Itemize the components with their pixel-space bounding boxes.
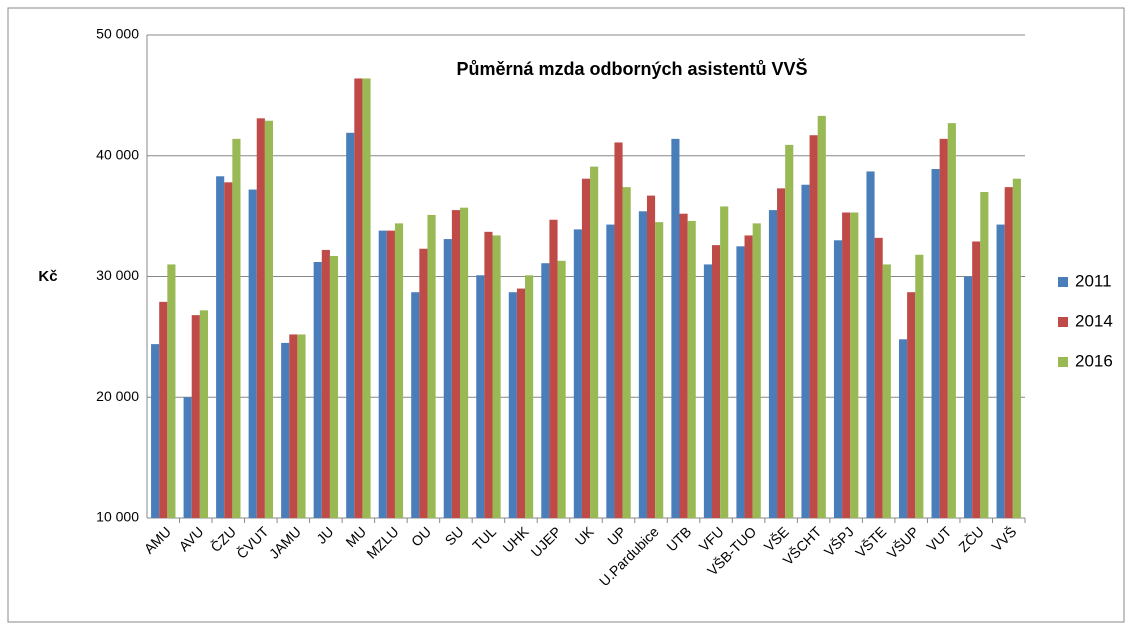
bar: [915, 254, 924, 518]
bar: [443, 239, 452, 518]
bar: [898, 339, 908, 518]
bar: [964, 276, 973, 518]
bar: [508, 292, 517, 518]
bar: [313, 262, 322, 518]
bar: [712, 245, 721, 519]
bar: [752, 223, 761, 518]
y-tick-label: 40 000: [96, 146, 139, 162]
bar: [882, 264, 891, 518]
y-tick-label: 20 000: [96, 388, 139, 404]
bar: [679, 213, 688, 518]
bar: [476, 275, 485, 518]
bar: [655, 222, 664, 518]
bar: [362, 78, 371, 518]
chart-title: Půměrná mzda odborných asistentů VVŠ: [456, 58, 807, 79]
bar: [980, 191, 989, 518]
bar: [777, 188, 786, 519]
bar: [874, 237, 883, 519]
bar: [525, 275, 534, 518]
bar: [321, 249, 330, 518]
bar: [581, 178, 591, 518]
bar: [1004, 187, 1013, 518]
bar: [557, 260, 566, 518]
bar: [151, 344, 160, 518]
bar: [484, 231, 493, 518]
bar: [720, 206, 729, 518]
bar: [703, 264, 713, 518]
bar: [996, 224, 1005, 518]
bar: [646, 195, 656, 518]
y-tick-label: 50 000: [96, 26, 139, 42]
bar: [606, 224, 615, 518]
bar: [264, 120, 274, 519]
bar: [541, 263, 550, 518]
bar: [817, 115, 826, 518]
bar: [419, 248, 428, 519]
legend-swatch: [1058, 357, 1068, 367]
bar: [671, 138, 680, 518]
bar: [232, 138, 241, 518]
bar: [191, 315, 200, 518]
bar: [346, 132, 355, 518]
bar: [516, 288, 526, 518]
bar: [167, 264, 176, 518]
bar: [183, 397, 192, 518]
bar: [281, 342, 290, 518]
bar: [866, 171, 875, 518]
bar: [590, 166, 599, 518]
bar: [842, 212, 851, 518]
bar: [907, 292, 916, 518]
bar: [638, 211, 647, 519]
legend-label: 2014: [1075, 311, 1113, 330]
legend-label: 2011: [1075, 271, 1112, 290]
bar: [744, 235, 753, 518]
bar: [427, 214, 436, 519]
bar: [833, 240, 843, 518]
bar: [199, 310, 208, 518]
bar: [394, 223, 404, 518]
bar: [386, 230, 395, 519]
bar: [411, 292, 420, 518]
bar: [329, 255, 339, 518]
bar: [297, 334, 306, 518]
legend-swatch: [1058, 277, 1068, 287]
y-axis-label: Kč: [38, 268, 57, 285]
bar: [614, 142, 623, 518]
bar: [159, 301, 168, 518]
bar: [256, 118, 265, 518]
bar: [972, 241, 981, 519]
bar: [687, 220, 696, 518]
legend-label: 2016: [1075, 351, 1113, 370]
bar: [931, 169, 940, 518]
bar: [850, 212, 859, 518]
bar: [736, 246, 745, 518]
bar: [248, 189, 257, 518]
bar: [378, 230, 387, 519]
bar: [354, 78, 363, 518]
bar: [549, 219, 558, 518]
y-tick-label: 30 000: [96, 267, 139, 283]
bar: [492, 235, 501, 518]
bar: [224, 182, 233, 518]
bar: [939, 138, 948, 518]
bar: [768, 210, 778, 518]
bar: [801, 184, 810, 519]
bar: [1012, 178, 1021, 518]
bar: [459, 207, 469, 519]
bar: [573, 229, 582, 518]
bar: [785, 144, 794, 518]
bar: [809, 135, 818, 518]
y-tick-label: 10 000: [96, 509, 139, 525]
legend-swatch: [1058, 317, 1068, 327]
bar: [451, 210, 460, 518]
bar: [947, 123, 956, 519]
bar: [622, 187, 631, 518]
bar: [216, 176, 225, 518]
bar: [289, 334, 298, 518]
